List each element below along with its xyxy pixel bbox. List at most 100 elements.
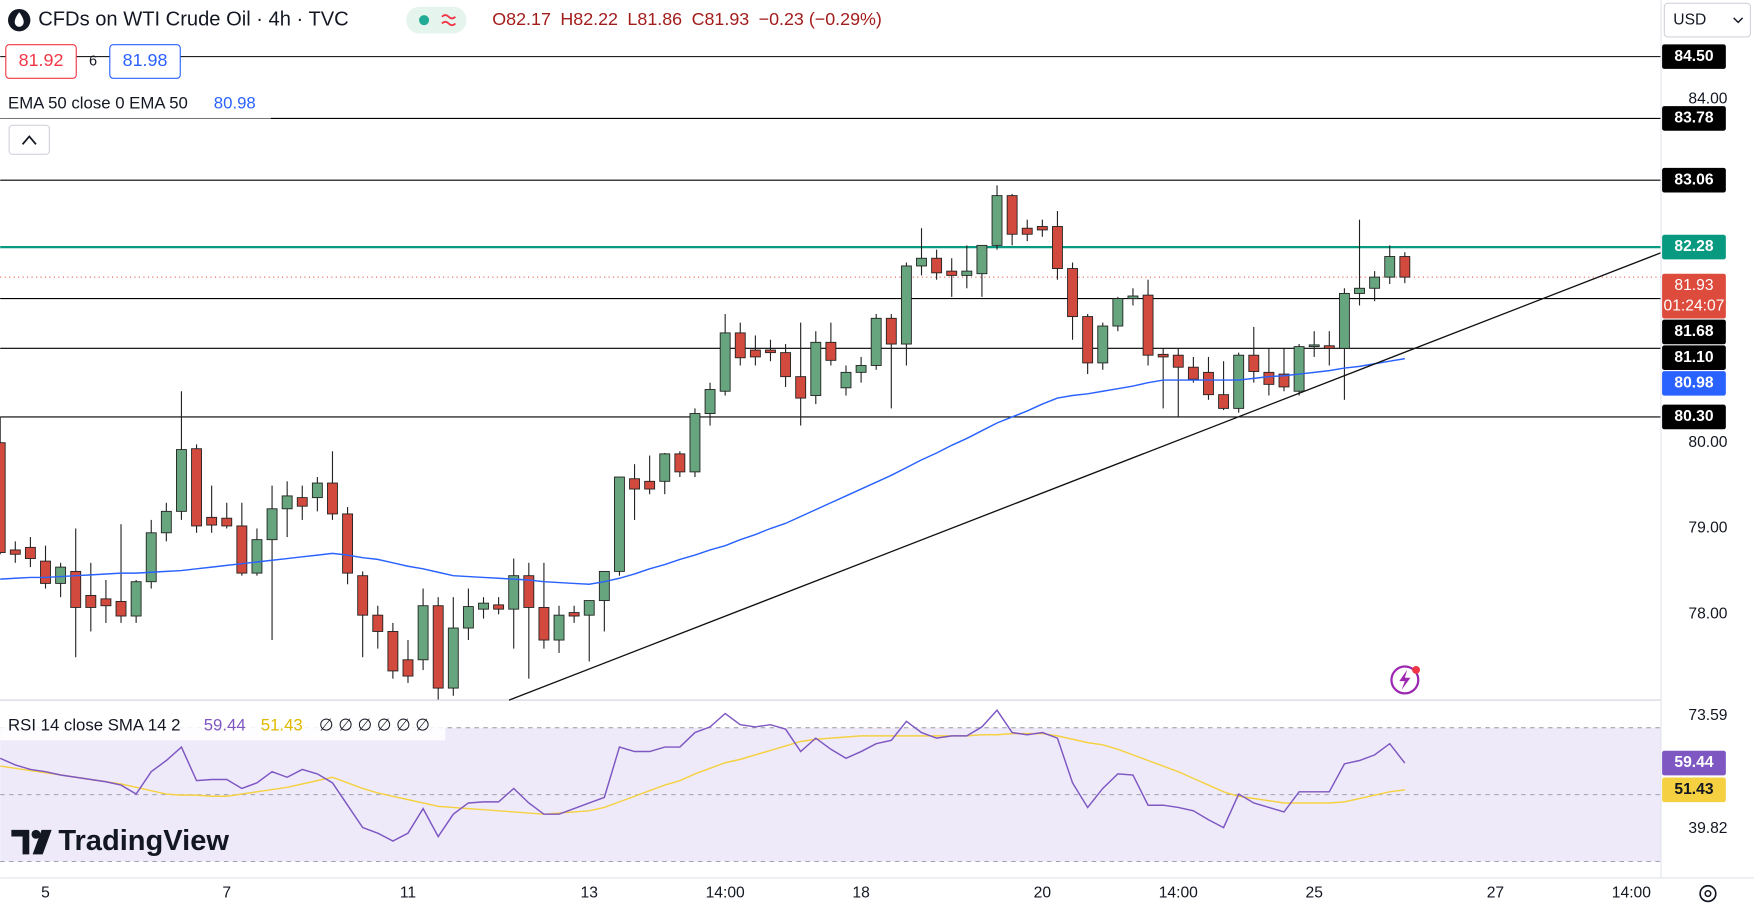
bid-price: 81.92 [19,50,64,70]
ema-legend: EMA 50 close 0 EMA 50 [8,93,188,112]
candle-body [1021,227,1033,235]
ema-line [0,357,1405,586]
x-tick-label: 25 [1305,885,1323,902]
candle-body [1369,276,1381,289]
ohlc-legend: O82.17 H82.22 L81.86 C81.93 −0.23 (−0.29… [492,9,882,29]
bid-box[interactable] [5,44,77,79]
candle-body [568,612,580,617]
candle-body [1218,394,1230,409]
currency-select[interactable] [1663,2,1752,38]
price-pane [0,56,1661,701]
candle-body [1338,292,1350,349]
ohlc-low: L81.86 [627,9,682,29]
ema-legend-bg [0,89,271,119]
candle-body [976,244,988,275]
candle-body [402,659,414,677]
candle-body [160,510,172,534]
rsi-band [0,727,1661,862]
y-tick-label: 78.00 [1688,605,1727,622]
candle-body [1399,256,1411,278]
candle-body [1354,287,1365,294]
x-tick-label: 13 [581,885,599,902]
axis-label: 81.10 [1674,349,1713,366]
last-price-label: 81.93 [1674,277,1713,294]
candle-body [780,352,792,378]
candle-body [1384,256,1396,278]
delay-icon [441,14,457,27]
symbol-title: CFDs on WTI Crude Oil · 4h · TVC [38,8,349,30]
candle-body [765,349,776,354]
drop-icon [14,12,24,27]
candle-body [281,495,293,510]
rsi-legend-value: 59.44 [204,715,246,734]
candle-body [870,317,882,366]
candle-body [1052,226,1063,269]
candle-body [70,570,82,608]
rsi-line [0,708,1406,842]
header: CFDs on WTI Crude Oil · 4h · TVC O82.17 … [0,0,1752,155]
candle-body [251,539,263,574]
candle-body [55,566,67,584]
candle-body [598,570,610,602]
y-tick-label: 84.00 [1688,91,1727,108]
candle-body [1203,371,1214,396]
candle-body [1142,294,1154,356]
candle-body [644,480,656,490]
candle-body [417,605,429,661]
candle-body [583,600,595,616]
collapse-button[interactable] [8,124,50,155]
rsi-legend-title: RSI 14 close SMA 14 2 [8,715,180,734]
axis-label: 80.30 [1674,408,1713,425]
candle-body [689,413,701,473]
candle-body [447,627,459,689]
ema-legend-value: 80.98 [214,93,256,112]
candle-body [327,482,338,515]
ask-box[interactable] [109,44,181,79]
candle-body [1278,373,1290,388]
candle-body [795,376,807,399]
x-tick-label: 11 [400,885,416,902]
candle-body [991,195,1003,246]
alert-icon[interactable] [1390,665,1420,695]
candle-body [1263,371,1275,385]
axis-label-bg [1662,345,1726,370]
candle-body [145,532,157,583]
candle-body [130,581,142,617]
candle-body [900,265,912,345]
axis-label: 83.06 [1674,171,1713,188]
currency-label: USD [1673,11,1706,28]
candle-body [674,453,686,473]
rsi-sma-line [0,732,1405,815]
candle-body [1112,298,1124,327]
candle-body [840,371,852,389]
candle-body [946,270,958,276]
settings-icon-core [1704,890,1712,898]
candle-body [719,332,731,392]
settings-icon[interactable] [1699,884,1717,903]
candle-body [372,614,384,632]
candle-body [704,389,716,414]
candle-body [538,606,550,641]
collapse-icon [21,135,37,145]
rsi-legend-extras: ∅ ∅ ∅ ∅ ∅ ∅ [319,715,430,734]
candle-body [357,575,369,616]
candle-body [659,453,671,482]
ohlc-open: O82.17 [492,9,551,29]
logo-mark-7 [11,829,30,855]
status-pill[interactable] [406,6,467,34]
candle-body [206,516,218,526]
logo-text: TradingView [58,825,229,857]
x-tick-label: 14:00 [706,885,745,902]
candle-body [0,442,6,553]
candle-body [1127,295,1139,300]
last-price-label-bg [1662,273,1726,319]
candle-body [810,341,822,396]
candle-body [342,513,354,574]
candle-body [221,517,233,527]
candle-body [462,606,474,629]
axis-label-bg [1662,371,1726,396]
rsi-axis-label: 51.43 [1674,781,1713,798]
candle-body [1172,354,1184,368]
candle-body [1233,354,1245,409]
